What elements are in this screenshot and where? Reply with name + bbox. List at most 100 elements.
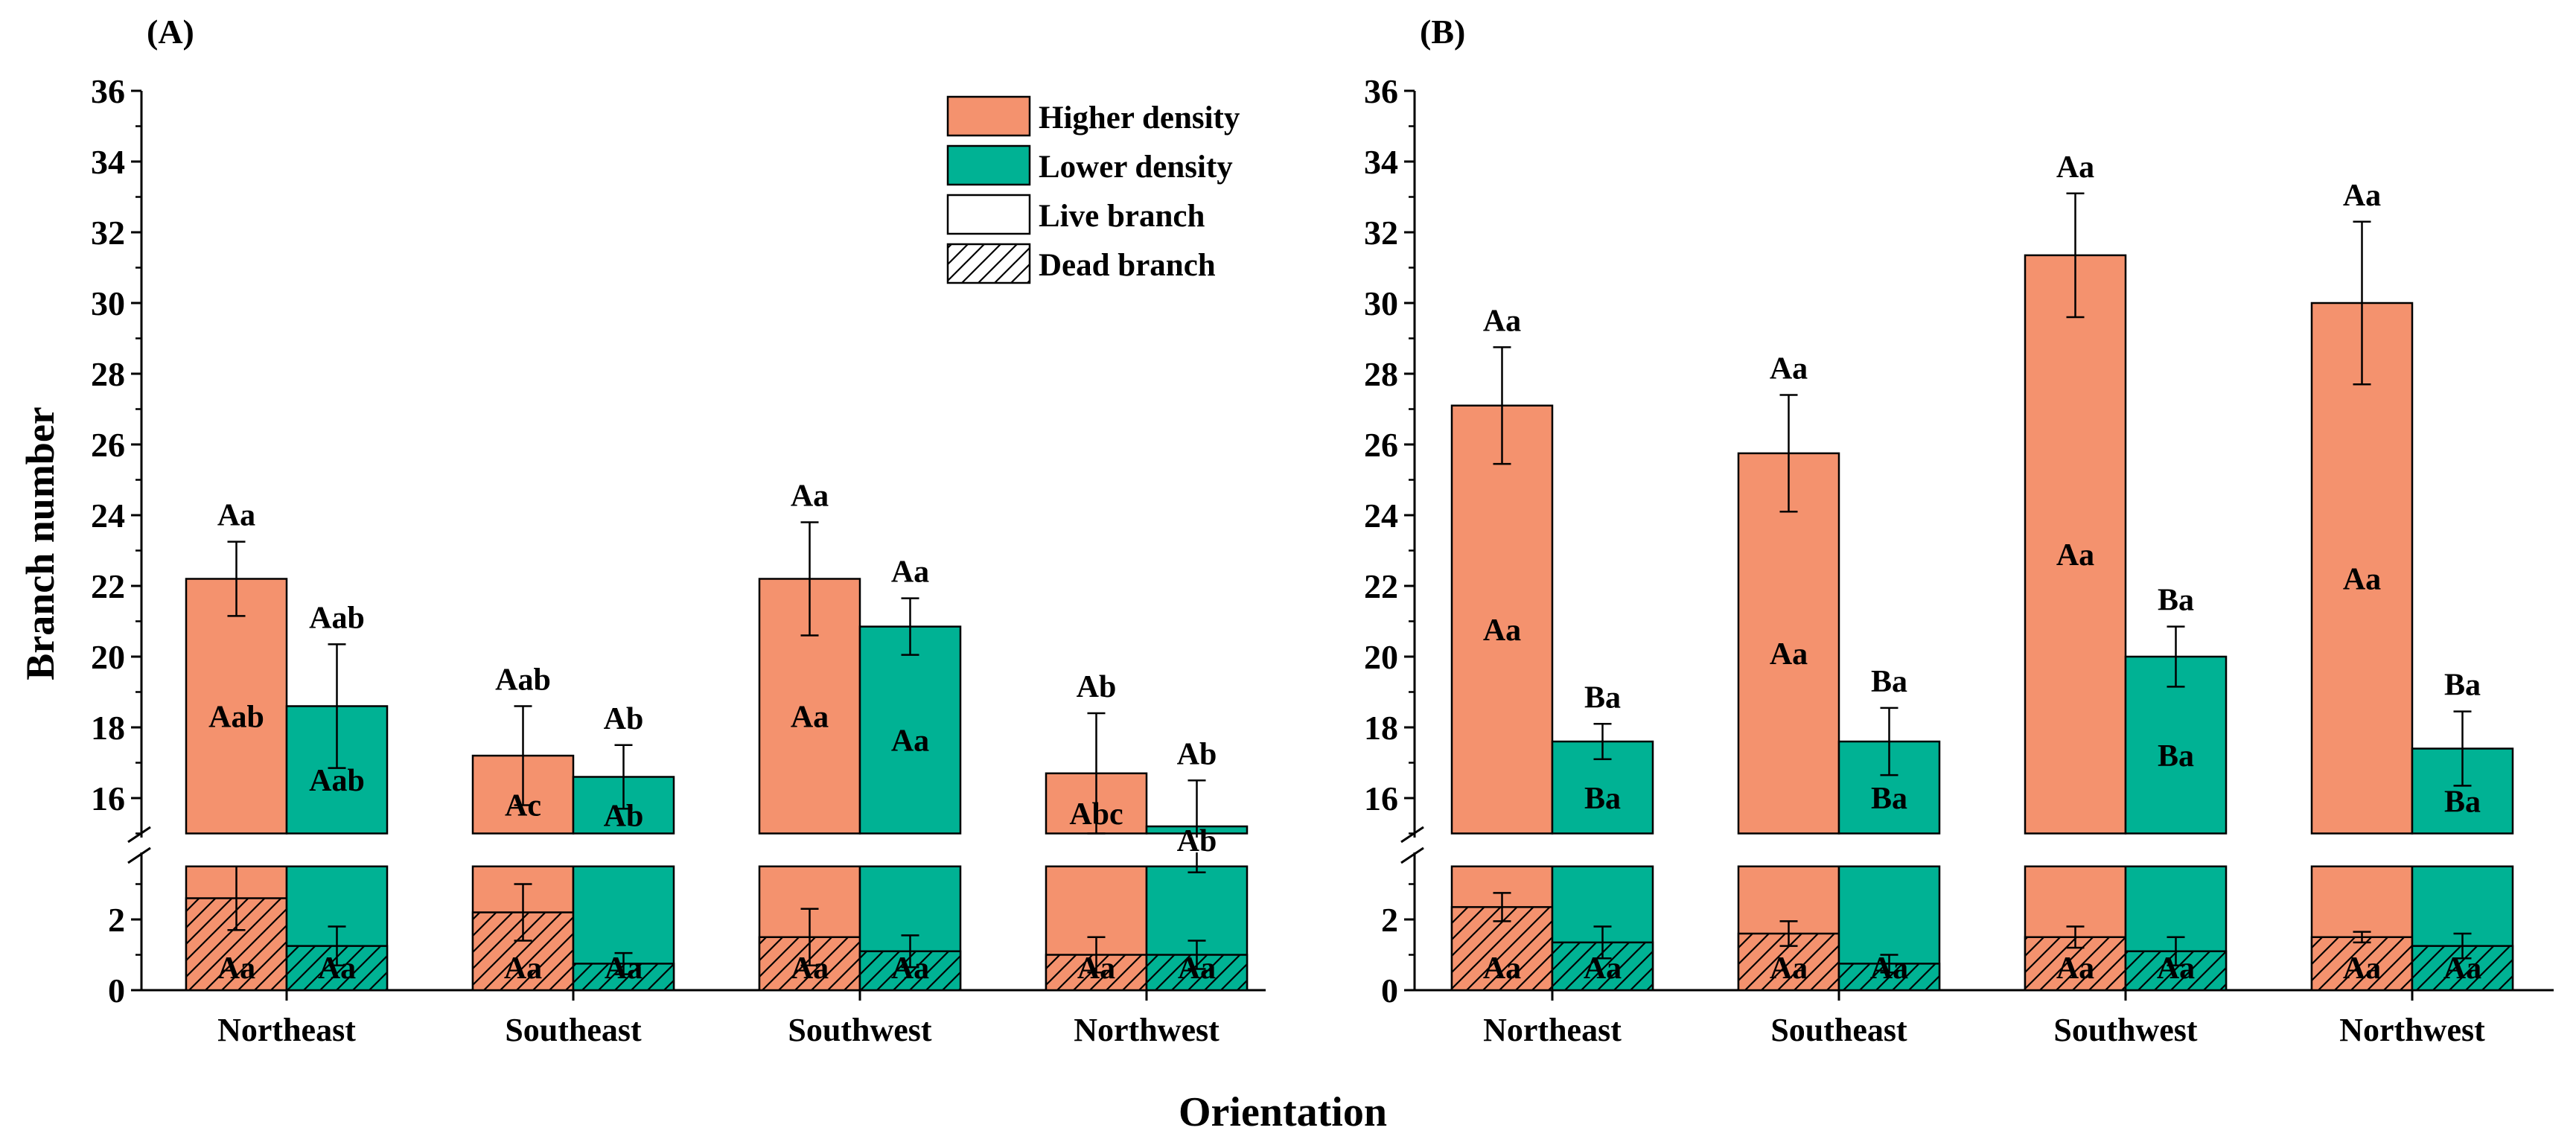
- panel-label-b: (B): [1420, 13, 1465, 51]
- y-tick-label: 32: [1364, 214, 1398, 252]
- x-tick-label: Southeast: [1770, 1012, 1907, 1048]
- bar-label-total: Aab: [309, 601, 365, 635]
- bar-label-live: Ac: [505, 788, 541, 823]
- y-tick-label: 20: [1364, 638, 1398, 676]
- bar-label-dead: Aa: [2157, 951, 2195, 986]
- panel-b: [1392, 89, 2561, 1001]
- bar-label-total: Aa: [217, 499, 255, 533]
- axis-break-gap: [119, 838, 1273, 852]
- y-tick-label: 34: [91, 143, 125, 181]
- bar-label-live: Aab: [208, 701, 264, 735]
- y-tick-label: 0: [1381, 972, 1398, 1010]
- legend: Higher density Lower density Live branch…: [946, 95, 1240, 284]
- y-tick-label: 32: [91, 214, 125, 252]
- axis-break-mark: [1400, 826, 1424, 844]
- bar-label-dead: Aa: [891, 951, 929, 986]
- bar-label-total: Aa: [1770, 352, 1808, 386]
- bar-label-total: Aab: [495, 663, 551, 698]
- bar-upper-lower: [1551, 740, 1654, 835]
- y-tick-label: 28: [91, 355, 125, 393]
- y-tick-label: 22: [1364, 567, 1398, 605]
- x-tick-label: Northeast: [1483, 1012, 1622, 1048]
- bar-label-live: Ba: [1871, 782, 1907, 816]
- bar-label-dead: Aa: [605, 951, 643, 986]
- legend-swatch-live: [946, 194, 1031, 235]
- bar-label-dead: Aa: [318, 951, 356, 986]
- bar-label-dead: Aa: [1178, 951, 1216, 986]
- bar-label-total: Ab: [1177, 737, 1217, 771]
- axis-break-mark: [127, 846, 151, 864]
- x-tick-label: Northwest: [1074, 1012, 1220, 1048]
- bar-label-dead: Aa: [2443, 951, 2481, 986]
- y-tick-label: 26: [1364, 426, 1398, 464]
- bar-label-dead: Aa: [217, 951, 255, 986]
- bar-label-live: Ba: [2158, 739, 2194, 774]
- bar-label-live: Ba: [1584, 782, 1621, 816]
- bar-upper-higher: [2310, 302, 2414, 835]
- y-tick-label: 22: [91, 567, 125, 605]
- bar-label-live: Aa: [791, 701, 829, 735]
- bar-label-live: Aa: [2056, 538, 2094, 573]
- bar-upper-higher: [1450, 404, 1554, 835]
- x-tick-label: Southeast: [505, 1012, 642, 1048]
- bar-label-total: Ba: [1584, 680, 1621, 715]
- y-tick-label: 2: [108, 901, 125, 939]
- bar-label-dead: Aa: [1870, 951, 1908, 986]
- bar-label-live: Abc: [1069, 797, 1123, 832]
- bar-label-total: Ab: [604, 702, 644, 736]
- x-tick-label: Southwest: [788, 1012, 931, 1048]
- bar-upper-lower: [285, 705, 389, 835]
- axis-break-mark: [127, 826, 151, 844]
- bar-label-dead: Aa: [2343, 951, 2381, 986]
- legend-label-higher: Higher density: [1039, 101, 1240, 135]
- panel-label-a: (A): [147, 13, 194, 51]
- bar-label-dead: Aa: [2056, 951, 2094, 986]
- axis-break-gap: [1392, 838, 2561, 852]
- y-tick-label: 28: [1364, 355, 1398, 393]
- y-tick-label: 16: [91, 779, 125, 817]
- legend-label-dead: Dead branch: [1039, 248, 1216, 283]
- y-tick-label: 2: [1381, 901, 1398, 939]
- axis-break-mark: [1400, 846, 1424, 864]
- bar-label-dead: Aa: [1584, 951, 1622, 986]
- x-tick-label: Northwest: [2339, 1012, 2485, 1048]
- y-tick-label: 18: [91, 709, 125, 747]
- x-tick-label: Southwest: [2053, 1012, 2197, 1048]
- y-tick-label: 26: [91, 426, 125, 464]
- bar-label-live: Ba: [2444, 785, 2481, 820]
- y-tick-label: 30: [1364, 284, 1398, 322]
- y-tick-label: 16: [1364, 779, 1398, 817]
- panel-a: [119, 89, 1273, 1001]
- y-tick-label: 30: [91, 284, 125, 322]
- bar-upper-lower: [2411, 747, 2514, 835]
- x-tick-label: Northeast: [217, 1012, 356, 1048]
- bar-label-live: Aab: [309, 764, 365, 798]
- bar-label-live: Ab: [1177, 824, 1217, 858]
- bar-label-dead: Aa: [504, 951, 542, 986]
- bar-label-total: Ba: [1871, 665, 1907, 699]
- bar-label-total: Aa: [1483, 304, 1521, 338]
- bar-label-dead: Aa: [1770, 951, 1808, 986]
- bar-label-total: Ba: [2158, 584, 2194, 618]
- bar-label-total: Ab: [1077, 670, 1117, 704]
- y-tick-label: 18: [1364, 709, 1398, 747]
- y-tick-label: 34: [1364, 143, 1398, 181]
- bar-label-total: Aa: [791, 479, 829, 514]
- bar-upper-higher: [2024, 254, 2127, 835]
- bar-label-live: Aa: [891, 724, 929, 759]
- bar-label-dead: Aa: [1483, 951, 1521, 986]
- bar-label-live: Ab: [604, 800, 644, 834]
- bar-dead-hatch: [2310, 936, 2414, 992]
- legend-swatch-dead: [946, 243, 1031, 284]
- x-axis-label: Orientation: [1179, 1089, 1387, 1135]
- bar-label-total: Ba: [2444, 669, 2481, 703]
- bar-label-total: Aa: [2343, 179, 2381, 213]
- bar-label-live: Aa: [1483, 613, 1521, 648]
- bar-upper-lower: [858, 625, 962, 835]
- y-tick-label: 36: [91, 72, 125, 110]
- y-tick-label: 20: [91, 638, 125, 676]
- bar-label-dead: Aa: [1077, 951, 1115, 986]
- y-tick-label: 24: [1364, 497, 1398, 535]
- bar-label-total: Aa: [2056, 150, 2094, 185]
